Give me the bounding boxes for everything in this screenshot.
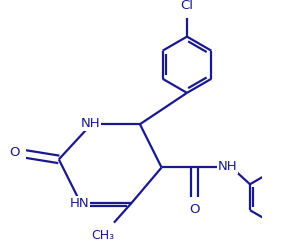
- Text: Cl: Cl: [181, 0, 194, 12]
- Text: HN: HN: [70, 197, 89, 210]
- Text: O: O: [9, 146, 20, 159]
- Text: NH: NH: [80, 117, 100, 130]
- Text: O: O: [189, 203, 199, 216]
- Text: NH: NH: [218, 161, 237, 173]
- Text: CH₃: CH₃: [92, 229, 115, 242]
